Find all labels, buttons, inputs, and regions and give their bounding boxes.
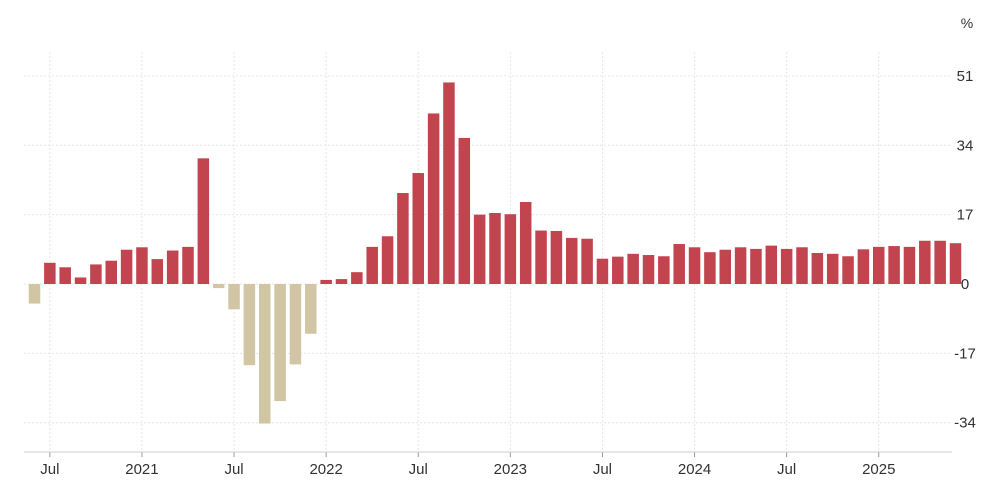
bar: 2022-10: 35.8	[458, 137, 471, 284]
y-tick-label: -34	[954, 415, 976, 432]
y-tick-label: 0	[961, 276, 969, 293]
bar: 2024-08: 9	[796, 247, 808, 284]
bar: 2020-06: -4.8	[28, 284, 41, 304]
y-axis-unit-label: %	[961, 15, 973, 31]
x-tick-label: Jul	[409, 461, 428, 478]
bar: 2021-03: 8.2	[166, 250, 179, 284]
bar: 2024-04: 9	[734, 247, 747, 284]
bar: 2022-12: 17.4	[489, 213, 501, 284]
bar: 2020-09: 1.6	[74, 277, 87, 284]
bar: 2021-08: -19.9	[243, 284, 256, 366]
bar: 2021-09: -34.2	[259, 284, 271, 424]
bars: 2020-06: -4.82020-07: 5.22020-08: 4.1202…	[28, 82, 962, 424]
bar: 2025-03: 9.1	[903, 246, 916, 284]
x-axis-ticks: Jul 2021 Jul 2022 Jul 2023 Jul 2024 Jul 2025	[40, 452, 895, 478]
bar: 2024-11: 6.8	[842, 256, 854, 284]
bar: 2025-01: 9.1	[873, 246, 885, 284]
x-tick-label: 2022	[309, 461, 342, 478]
y-tick-label: 51	[957, 68, 974, 85]
x-tick-label: Jul	[777, 461, 796, 478]
bar: 2022-07: 27.2	[412, 173, 424, 284]
bar: 2025-02: 9.3	[888, 246, 900, 284]
bar: 2021-02: 6.1	[151, 259, 164, 284]
bar: 2021-12: -12.2	[305, 284, 317, 334]
bar: 2022-03: 2.9	[351, 272, 363, 284]
bar: 2021-06: -1	[212, 284, 225, 289]
bar: 2022-09: 49.4	[443, 82, 455, 284]
bar: 2021-11: -19.7	[289, 284, 302, 365]
bar: 2021-04: 9.1	[182, 246, 194, 284]
bar: 2025-04: 10.6	[919, 240, 931, 284]
x-tick-label: 2024	[678, 461, 711, 478]
bar: 2022-11: 17	[473, 214, 486, 284]
bar: 2020-12: 8.4	[120, 249, 133, 284]
x-tick-label: 2021	[125, 461, 158, 478]
bar: 2022-02: 1.2	[335, 279, 348, 284]
y-tick-label: 17	[957, 207, 974, 224]
bar: 2024-03: 8.4	[719, 249, 731, 284]
x-tick-label: 2023	[494, 461, 527, 478]
bar: 2025-05: 10.6	[934, 240, 946, 284]
bar: 2023-02: 20.1	[519, 201, 532, 284]
bar: 2020-07: 5.2	[44, 262, 56, 284]
bar: 2024-05: 8.6	[750, 248, 762, 284]
bar: 2022-01: 1	[320, 279, 332, 284]
x-tick-label: Jul	[40, 461, 59, 478]
y-tick-label: -17	[954, 345, 976, 362]
bar: 2020-08: 4.1	[59, 267, 71, 284]
y-axis-ticks: 51 34 17 0 -17 -34	[954, 68, 976, 432]
bar: 2024-10: 7.4	[826, 253, 839, 284]
bar: 2021-01: 9	[136, 247, 148, 284]
bar: 2025-06: 10	[949, 243, 962, 284]
bar: 2023-05: 11.3	[566, 237, 578, 284]
bar: 2024-09: 7.6	[811, 252, 824, 284]
bar: 2021-07: -6.2	[228, 284, 240, 310]
bar: 2020-11: 5.7	[105, 260, 117, 284]
bar: 2021-05: 30.8	[197, 158, 210, 284]
bar: 2023-01: 17.1	[504, 214, 517, 284]
bar: 2022-04: 9.1	[366, 246, 378, 284]
gridlines	[24, 52, 952, 452]
bar: 2023-06: 11.1	[581, 238, 593, 284]
bar: 2023-08: 6.7	[612, 256, 624, 284]
bar: 2023-10: 7.1	[642, 255, 655, 284]
bar: 2020-10: 4.8	[90, 264, 102, 284]
bar: 2024-06: 9.4	[765, 245, 778, 284]
bar: 2022-06: 22.3	[397, 193, 409, 284]
bar: 2024-12: 8.5	[857, 249, 870, 284]
bar: 2022-05: 11.7	[381, 236, 394, 284]
bar: 2023-07: 6.2	[596, 258, 609, 284]
bar: 2023-11: 6.8	[658, 256, 670, 284]
bar: 2024-07: 8.6	[780, 248, 793, 284]
bar: 2022-08: 41.8	[427, 113, 440, 285]
bar: 2023-04: 13	[550, 230, 563, 284]
bar: 2023-12: 9.8	[673, 244, 685, 284]
bar: 2024-02: 7.8	[704, 252, 716, 284]
bar: 2024-01: 9	[688, 247, 701, 284]
bar: 2021-10: -28.7	[274, 284, 286, 402]
x-tick-label: Jul	[593, 461, 612, 478]
bar: 2023-03: 13.1	[535, 230, 547, 284]
bar: 2023-09: 7.4	[627, 253, 639, 284]
y-tick-label: 34	[957, 137, 974, 154]
x-tick-label: Jul	[224, 461, 243, 478]
x-tick-label: 2025	[862, 461, 895, 478]
